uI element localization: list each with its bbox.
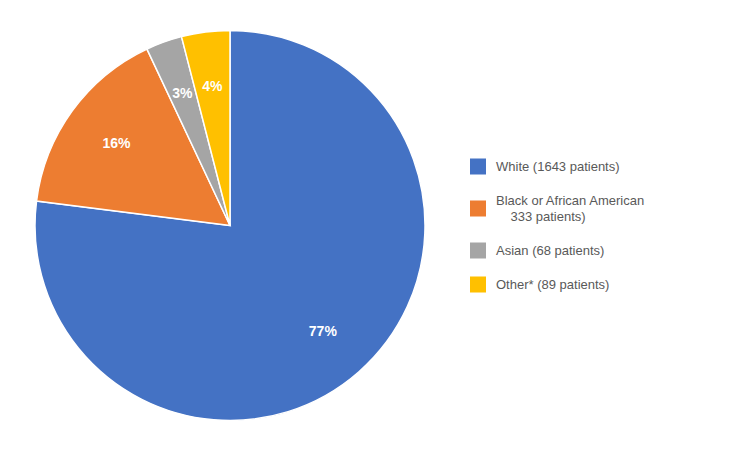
legend-item: Black or African American 333 patients): [470, 193, 644, 224]
legend-label: White (1643 patients): [496, 159, 620, 174]
chart-container: 77% 16% 3% 4% White (1643 patients) Black or …: [0, 0, 752, 451]
pie: 77% 16% 3% 4%: [35, 31, 425, 421]
pie-slice: [182, 31, 230, 226]
legend: White (1643 patients) Black or African Am…: [470, 159, 644, 293]
legend-swatch: [470, 243, 486, 259]
pie-slice: [35, 31, 425, 421]
legend-item: Other* (89 patients): [470, 277, 609, 293]
data-labels: 77% 16% 3% 4%: [102, 78, 337, 339]
legend-swatch: [470, 277, 486, 293]
legend-label: Black or African American 333 patients): [496, 193, 644, 224]
legend-label-line: Black or African American: [496, 193, 644, 208]
data-label: 16%: [102, 135, 131, 151]
chart-svg: 77% 16% 3% 4% White (1643 patients) Black or …: [0, 0, 752, 451]
legend-label-line: Other* (89 patients): [496, 277, 609, 292]
legend-swatch: [470, 159, 486, 175]
legend-label: Other* (89 patients): [496, 277, 609, 292]
legend-label-line: Asian (68 patients): [496, 243, 604, 258]
legend-item: White (1643 patients): [470, 159, 620, 175]
legend-label: Asian (68 patients): [496, 243, 604, 258]
slices: [35, 31, 425, 421]
legend-label-line: 333 patients): [496, 209, 586, 224]
legend-swatch: [470, 201, 486, 217]
data-label: 4%: [202, 78, 223, 94]
data-label: 3%: [172, 85, 193, 101]
data-label: 77%: [309, 323, 338, 339]
legend-item: Asian (68 patients): [470, 243, 604, 259]
legend-label-line: White (1643 patients): [496, 159, 620, 174]
